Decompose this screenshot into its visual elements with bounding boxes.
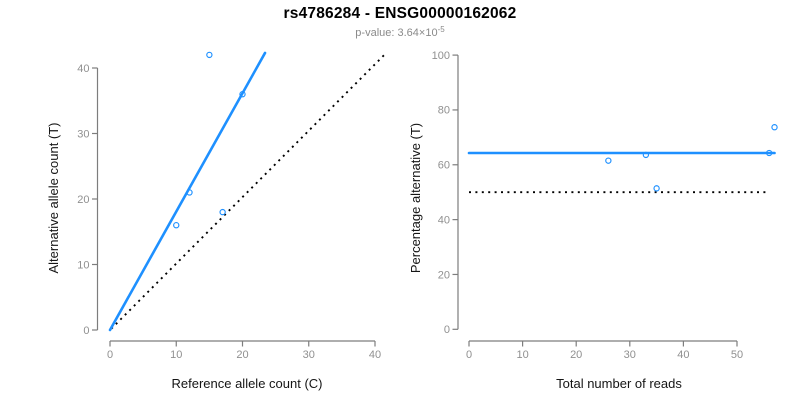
y-tick-label: 0 <box>444 324 450 336</box>
x-tick-label: 10 <box>170 349 182 361</box>
data-point <box>642 151 650 159</box>
y-axis-label: Percentage alternative (T) <box>408 123 423 273</box>
x-axis-label: Total number of reads <box>556 376 682 391</box>
y-tick-label: 80 <box>438 105 450 117</box>
reference-dotted-line <box>110 52 387 330</box>
y-tick-label: 40 <box>438 214 450 226</box>
y-tick-label: 40 <box>77 63 89 75</box>
x-tick-label: 30 <box>624 349 636 361</box>
x-tick-label: 50 <box>731 349 743 361</box>
x-tick-label: 30 <box>303 349 315 361</box>
y-axis-label: Alternative allele count (T) <box>46 122 61 273</box>
data-point <box>206 51 213 59</box>
left-panel: 0 10 20 30 40 0 10 20 30 40 Reference allele coun… <box>46 51 387 391</box>
x-tick-label: 20 <box>570 349 582 361</box>
x-tick-label: 40 <box>369 349 381 361</box>
x-tick-label: 20 <box>236 349 248 361</box>
left-panel-axes: 0 10 20 30 40 0 10 20 30 40 <box>77 51 387 361</box>
pvalue-text: p-value: 3.64×10 <box>355 27 438 39</box>
y-tick-label: 20 <box>77 194 89 206</box>
right-panel: 0 20 40 60 80 100 0 10 20 30 40 50 Total number of … <box>408 50 778 391</box>
data-point <box>219 208 226 216</box>
y-tick-label: 10 <box>77 259 89 271</box>
data-point <box>771 124 778 131</box>
y-tick-label: 30 <box>77 128 89 140</box>
data-point <box>605 157 612 164</box>
x-axis-label: Reference allele count (C) <box>171 376 322 391</box>
page-title: rs4786284 - ENSG00000162062 <box>283 5 517 22</box>
x-tick-label: 0 <box>466 349 472 361</box>
data-point <box>765 149 773 157</box>
x-tick-label: 10 <box>516 349 528 361</box>
data-point <box>173 222 180 229</box>
y-tick-label: 60 <box>438 160 450 172</box>
y-tick-label: 100 <box>432 50 450 62</box>
pvalue-subtitle: p-value: 3.64×10-5 <box>0 25 800 39</box>
data-point <box>239 91 246 98</box>
pvalue-exponent: -5 <box>437 25 445 34</box>
x-tick-label: 0 <box>107 349 113 361</box>
data-point <box>186 189 193 196</box>
y-tick-label: 20 <box>438 269 450 281</box>
x-tick-label: 40 <box>677 349 689 361</box>
y-tick-label: 0 <box>83 325 89 337</box>
right-panel-axes: 0 20 40 60 80 100 0 10 20 30 40 50 <box>432 50 778 361</box>
data-point <box>653 185 660 192</box>
